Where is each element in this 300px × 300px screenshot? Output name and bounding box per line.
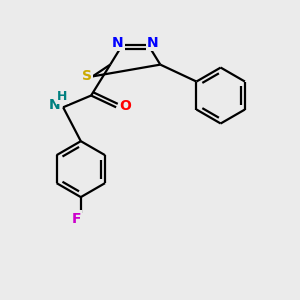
Text: N: N bbox=[49, 98, 60, 112]
Text: O: O bbox=[120, 99, 131, 113]
Text: N: N bbox=[147, 36, 159, 50]
Text: H: H bbox=[57, 90, 68, 103]
Text: S: S bbox=[82, 69, 92, 83]
Text: N: N bbox=[112, 36, 123, 50]
Text: F: F bbox=[72, 212, 81, 226]
